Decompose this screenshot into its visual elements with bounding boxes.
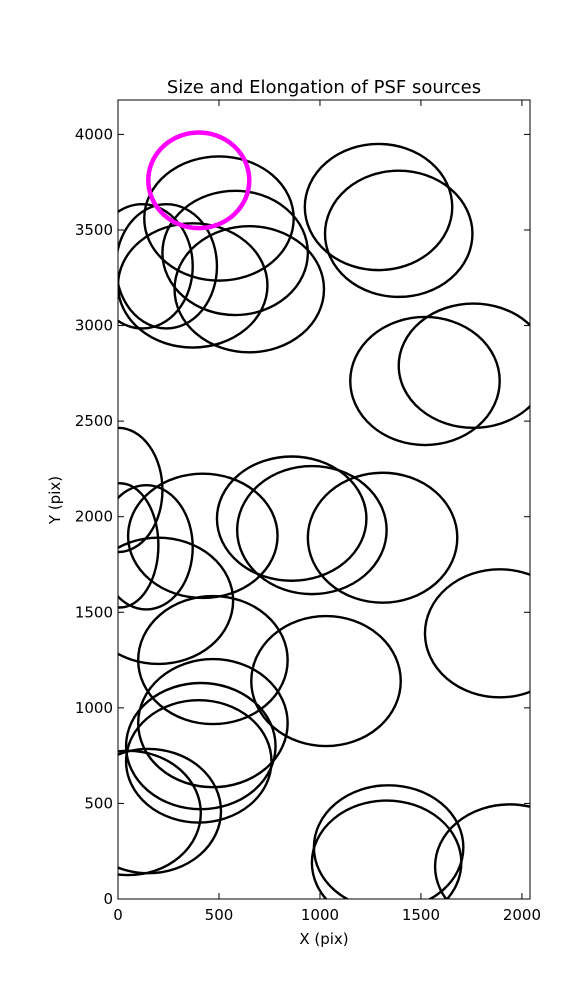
psf-source-ellipse [215, 455, 368, 582]
x-tick-label: 2000 [503, 906, 541, 924]
psf-source-ellipse [323, 169, 474, 299]
x-tick-label: 500 [205, 906, 234, 924]
y-tick-label: 0 [103, 890, 113, 908]
y-tick-label: 3500 [75, 221, 113, 239]
x-axis-ticks: 0 500 1000 1500 2000 [113, 100, 541, 924]
psf-source-ellipse [136, 657, 289, 789]
y-tick-label: 2500 [75, 412, 113, 430]
psf-source-ellipse [143, 155, 295, 282]
psf-source-ellipse [306, 471, 459, 604]
x-tick-label: 0 [113, 906, 123, 924]
psf-source-ellipse [126, 472, 279, 600]
psf-source-ellipse [161, 189, 310, 317]
psf-source-ellipse [397, 302, 530, 430]
source-ellipses [118, 142, 530, 899]
y-axis-ticks: 0 500 1000 1500 2000 2500 3000 3500 4000 [75, 125, 530, 908]
chart-title: Size and Elongation of PSF sources [167, 77, 481, 98]
y-tick-label: 1500 [75, 603, 113, 621]
psf-source-ellipse [118, 483, 194, 611]
plot-frame [117, 99, 531, 900]
y-tick-label: 3000 [75, 317, 113, 335]
x-tick-label: 1000 [301, 906, 339, 924]
psf-source-ellipse [118, 749, 202, 877]
psf-source-ellipse [124, 699, 273, 824]
highlight-ellipses [146, 130, 252, 231]
psf-source-ellipse [235, 464, 388, 596]
x-axis-label: X (pix) [299, 930, 348, 948]
psf-source-ellipse [423, 568, 530, 699]
x-tick-label: 1500 [402, 906, 440, 924]
psf-source-ellipse [250, 614, 402, 748]
highlight-source-ellipse [146, 130, 252, 231]
y-tick-label: 4000 [75, 125, 113, 143]
psf-source-ellipse [118, 482, 160, 609]
y-tick-label: 2000 [75, 508, 113, 526]
psf-source-ellipse [303, 142, 454, 272]
y-tick-label: 500 [84, 794, 113, 812]
psf-source-ellipse [136, 594, 289, 726]
y-axis-label: Y (pix) [46, 476, 64, 525]
y-tick-label: 1000 [75, 699, 113, 717]
psf-source-ellipse [349, 315, 501, 447]
psf-source-ellipse [310, 799, 463, 899]
psf-source-ellipse [118, 202, 219, 330]
psf-source-ellipse [118, 202, 194, 330]
psf-source-ellipse [118, 536, 235, 666]
psf-source-ellipse [173, 224, 326, 354]
psf-source-ellipse [124, 681, 277, 811]
psf-source-ellipse [433, 803, 530, 899]
